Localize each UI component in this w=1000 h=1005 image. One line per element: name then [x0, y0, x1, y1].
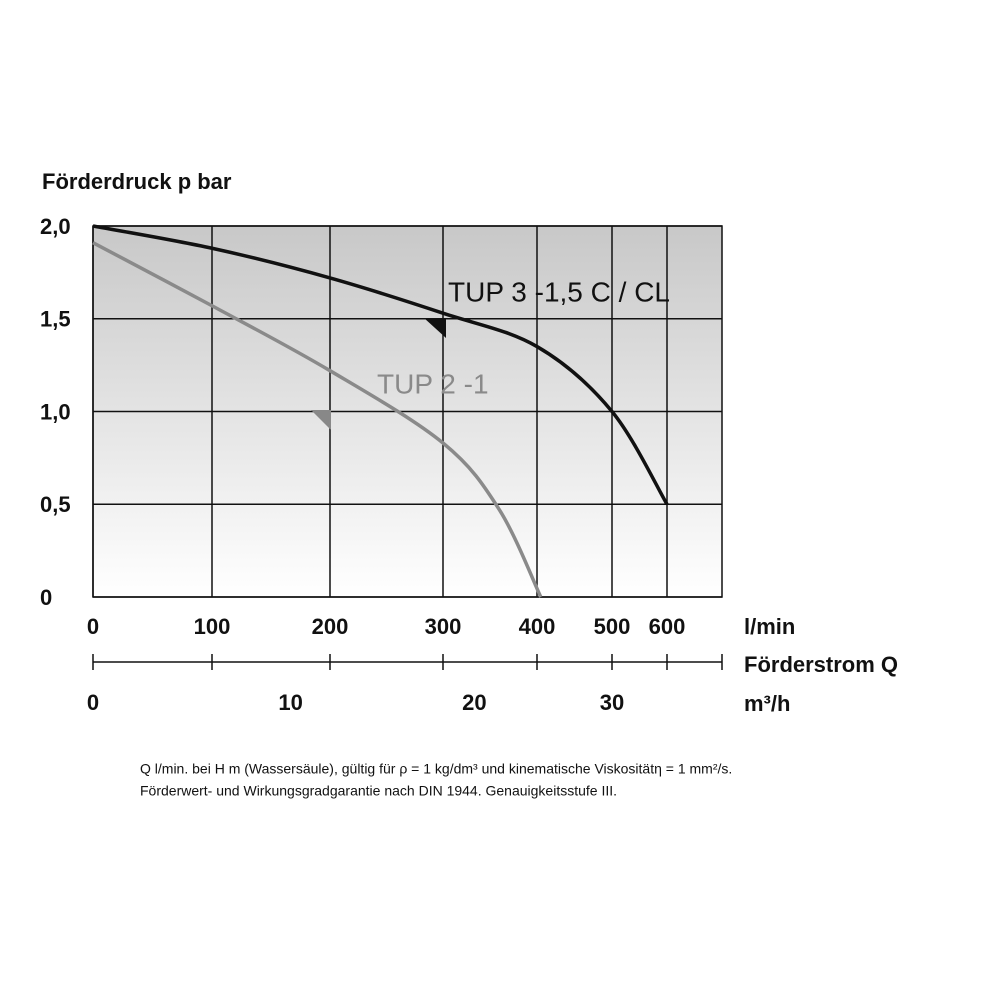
x2-tick-label: 30	[600, 690, 624, 715]
x-tick-label: 400	[519, 614, 556, 639]
series-label: TUP 3 -1,5 C / CL	[448, 276, 670, 307]
series-label: TUP 2 -1	[377, 368, 489, 399]
x-axis-title: Förderstrom Q	[744, 652, 898, 677]
x-tick-label: 600	[649, 614, 686, 639]
footnote: Q l/min. bei H m (Wassersäule), gültig f…	[140, 761, 732, 777]
x2-axis-label: m³/h	[744, 691, 790, 716]
y-tick-label: 0,5	[40, 492, 71, 517]
x2-tick-label: 20	[462, 690, 486, 715]
x-tick-label: 200	[312, 614, 349, 639]
footnote: Förderwert- und Wirkungsgradgarantie nac…	[140, 783, 617, 799]
series-line	[92, 241, 543, 598]
y-tick-label: 0	[40, 585, 52, 610]
y-tick-label: 1,0	[40, 399, 71, 424]
y-axis-label: Förderdruck p bar	[42, 169, 232, 194]
x-axis-label: l/min	[744, 614, 795, 639]
y-tick-label: 1,5	[40, 307, 71, 332]
x2-tick-label: 10	[278, 690, 302, 715]
x-tick-label: 500	[594, 614, 631, 639]
arrow-marker	[424, 318, 446, 338]
arrow-marker	[311, 410, 331, 430]
lines	[92, 224, 669, 598]
grid	[92, 225, 722, 598]
x-tick-label: 0	[87, 614, 99, 639]
x-tick-label: 300	[425, 614, 462, 639]
series-line	[92, 224, 669, 506]
y-tick-label: 2,0	[40, 214, 71, 239]
x-tick-label: 100	[194, 614, 231, 639]
x2-tick-label: 0	[87, 690, 99, 715]
